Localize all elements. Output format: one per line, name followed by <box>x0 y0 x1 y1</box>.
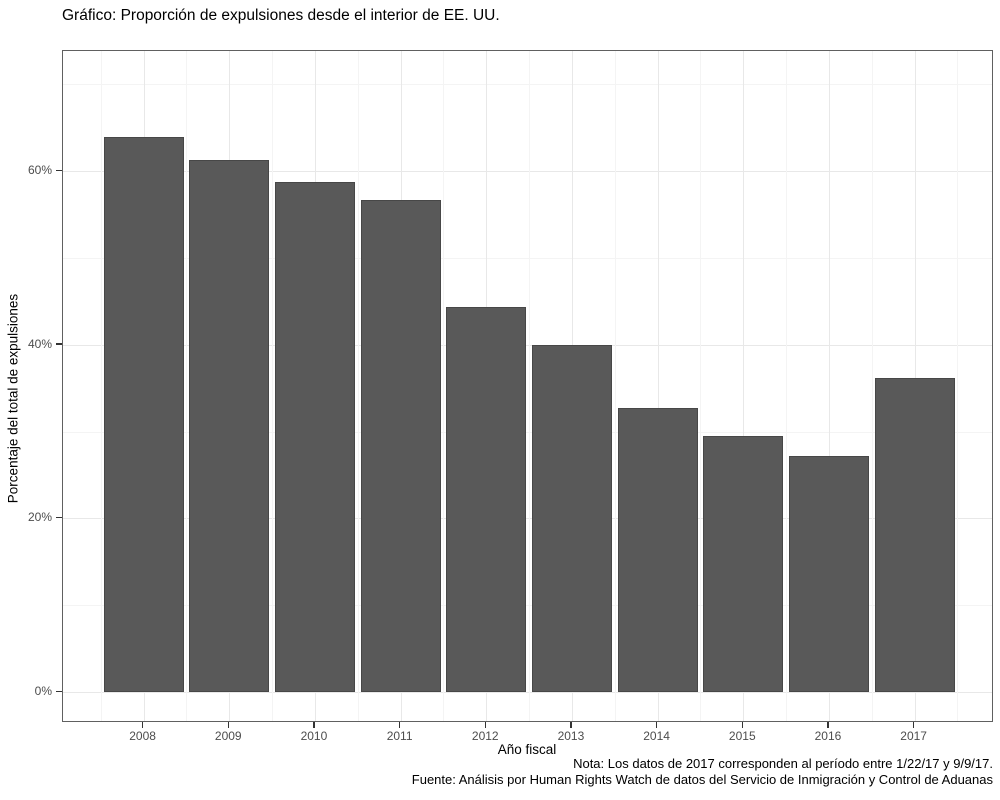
gridline-minor-v <box>529 51 531 721</box>
gridline-minor-v <box>443 51 445 721</box>
x-tick-label: 2015 <box>728 729 756 743</box>
gridline-minor-h <box>63 605 992 607</box>
caption-note: Nota: Los datos de 2017 corresponden al … <box>573 756 993 771</box>
gridline-major-v <box>657 51 659 721</box>
x-tick-label: 2012 <box>471 729 499 743</box>
x-tick-label: 2011 <box>386 729 413 743</box>
gridline-minor-v <box>100 51 102 721</box>
x-tick-mark <box>313 722 315 728</box>
x-tick-mark <box>912 722 915 728</box>
gridline-minor-h <box>63 257 992 259</box>
bar-2015 <box>703 435 784 692</box>
bar-2013 <box>531 344 612 692</box>
gridline-major-h <box>63 171 992 173</box>
y-tick-mark <box>56 690 62 692</box>
chart-title: Gráfico: Proporción de expulsiones desde… <box>62 7 500 24</box>
y-tick-label: 20% <box>27 510 52 525</box>
x-tick-mark <box>227 722 230 728</box>
y-axis-title: Porcentaje del total de expulsiones <box>5 293 21 504</box>
x-tick-mark <box>655 722 658 728</box>
gridline-major-v <box>743 51 745 721</box>
x-tick-mark <box>484 722 487 728</box>
bar-2017 <box>874 377 955 692</box>
gridline-minor-v <box>614 51 616 721</box>
bar-2011 <box>360 199 441 692</box>
bar-2009 <box>189 159 270 692</box>
x-tick-mark <box>398 722 401 728</box>
y-tick-mark <box>56 343 62 345</box>
x-axis-title: Año fiscal <box>497 742 557 757</box>
gridline-major-v <box>828 51 830 721</box>
bar-2016 <box>788 455 869 692</box>
gridline-minor-v <box>700 51 702 721</box>
x-tick-label: 2010 <box>300 729 328 743</box>
x-tick-label: 2009 <box>214 729 242 743</box>
y-tick-label: 0% <box>34 684 52 698</box>
x-tick-label: 2008 <box>129 729 156 743</box>
gridline-minor-v <box>957 51 959 721</box>
gridline-minor-v <box>186 51 188 721</box>
bar-2008 <box>103 137 184 692</box>
gridline-major-h <box>63 692 992 693</box>
x-tick-label: 2013 <box>557 729 585 743</box>
caption: Nota: Los datos de 2017 corresponden al … <box>412 756 993 788</box>
y-tick-mark <box>56 169 62 172</box>
caption-source: Fuente: Análisis por Human Rights Watch … <box>411 772 993 787</box>
y-tick-mark <box>56 516 62 519</box>
gridline-major-h <box>63 344 992 346</box>
y-tick-label: 40% <box>27 336 52 351</box>
x-tick-mark <box>741 722 744 728</box>
gridline-minor-h <box>63 84 992 86</box>
gridline-minor-v <box>357 51 359 721</box>
gridline-minor-v <box>272 51 274 721</box>
x-tick-label: 2016 <box>814 729 842 743</box>
gridline-minor-v <box>786 51 788 721</box>
x-tick-label: 2017 <box>900 729 927 743</box>
gridline-minor-h <box>63 431 992 433</box>
gridline-major-h <box>63 518 992 520</box>
x-tick-mark <box>827 722 829 728</box>
x-tick-label: 2014 <box>643 729 670 743</box>
gridline-minor-v <box>871 51 873 721</box>
x-tick-mark <box>570 722 572 728</box>
bar-2014 <box>617 408 698 692</box>
y-tick-label: 60% <box>27 163 52 178</box>
bar-2012 <box>446 307 527 692</box>
plot-panel <box>62 50 993 722</box>
x-tick-mark <box>141 722 144 728</box>
bar-2010 <box>274 182 355 692</box>
